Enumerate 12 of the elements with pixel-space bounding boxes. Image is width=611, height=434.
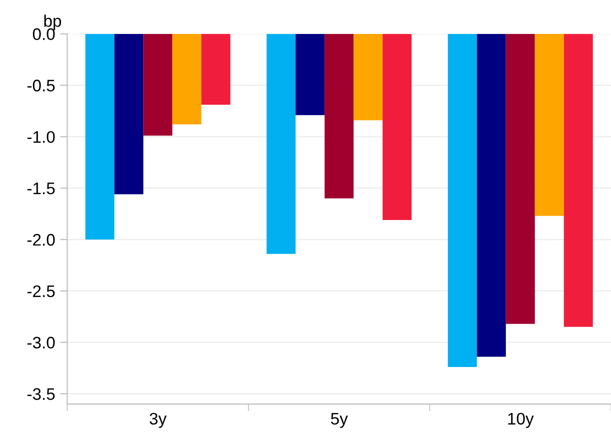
y-tick-label: -3.5	[27, 388, 55, 400]
x-tick-label: 5y	[330, 413, 348, 428]
y-tick-label: -2.0	[27, 234, 55, 246]
y-tick-label: 0.0	[32, 28, 55, 40]
y-tick-label: -1.5	[27, 182, 55, 194]
x-tick-label: 3y	[150, 412, 167, 428]
y-tick-label: -0.5	[27, 80, 55, 92]
y-tick-label: -3.0	[27, 336, 55, 349]
x-tick-label: 10y	[508, 412, 534, 428]
y-axis-title: bp	[44, 14, 62, 30]
y-tick-label: -2.5	[27, 285, 55, 298]
y-tick-label: -1.0	[27, 131, 55, 143]
